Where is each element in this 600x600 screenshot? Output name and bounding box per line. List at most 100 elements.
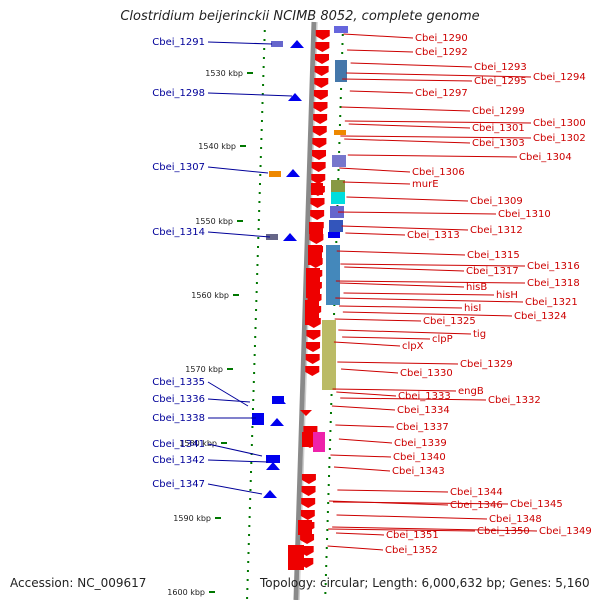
guide-dot bbox=[256, 255, 259, 257]
guide-dot bbox=[246, 588, 249, 590]
right-gene-label: murE bbox=[412, 179, 439, 190]
reverse-gene-arrow bbox=[313, 114, 328, 124]
right-gene-label: Cbei_1313 bbox=[407, 230, 460, 241]
feature-block bbox=[331, 180, 345, 192]
right-gene-label: Cbei_1293 bbox=[474, 62, 527, 73]
reverse-gene-arrow bbox=[312, 138, 327, 148]
right-label-connector bbox=[341, 225, 469, 231]
right-label-connector bbox=[335, 297, 524, 303]
left-gene-label: Cbei_1341 bbox=[152, 439, 205, 450]
left-label-connector bbox=[207, 41, 273, 45]
guide-dot bbox=[246, 570, 249, 572]
reverse-gene-arrow bbox=[306, 330, 321, 340]
guide-dot bbox=[258, 192, 261, 194]
forward-gene-block bbox=[266, 455, 280, 463]
guide-dot bbox=[325, 547, 328, 549]
guide-dot bbox=[252, 381, 255, 383]
reverse-gene-block bbox=[305, 300, 319, 325]
guide-dot bbox=[252, 390, 255, 392]
reverse-gene-arrow bbox=[315, 42, 330, 52]
reverse-gene-arrow bbox=[311, 162, 326, 172]
guide-dot bbox=[247, 543, 250, 545]
feature-block bbox=[328, 232, 340, 238]
reverse-gene-arrow bbox=[311, 174, 326, 184]
forward-gene-arrow bbox=[290, 40, 304, 48]
reverse-gene-block bbox=[309, 222, 323, 234]
guide-dot bbox=[253, 363, 256, 365]
right-gene-label: Cbei_1309 bbox=[470, 196, 523, 207]
right-gene-label: Cbei_1303 bbox=[472, 138, 525, 149]
right-label-connector bbox=[344, 120, 532, 124]
guide-dot bbox=[263, 39, 266, 41]
reverse-gene-arrow bbox=[315, 54, 330, 64]
right-label-connector bbox=[335, 280, 526, 284]
right-label-connector bbox=[342, 78, 473, 82]
left-gene-label: Cbei_1314 bbox=[152, 227, 205, 238]
right-label-connector bbox=[332, 388, 457, 392]
right-gene-label: Cbei_1332 bbox=[488, 395, 541, 406]
right-label-connector bbox=[339, 305, 463, 309]
guide-dot bbox=[247, 561, 250, 563]
guide-dot bbox=[324, 583, 327, 585]
feature-block bbox=[313, 432, 325, 452]
left-label-connector bbox=[207, 483, 263, 495]
guide-dot bbox=[339, 115, 342, 117]
guide-dot bbox=[338, 124, 341, 126]
guide-dot bbox=[330, 394, 333, 396]
right-gene-label: Cbei_1339 bbox=[394, 438, 447, 449]
left-gene-label: Cbei_1342 bbox=[152, 455, 205, 466]
right-gene-label: Cbei_1330 bbox=[400, 368, 453, 379]
right-label-connector bbox=[330, 454, 392, 458]
right-label-connector bbox=[346, 196, 469, 202]
guide-dot bbox=[257, 237, 260, 239]
feature-block bbox=[330, 206, 344, 218]
guide-dot bbox=[246, 597, 249, 599]
forward-gene-block bbox=[266, 234, 278, 240]
right-label-connector bbox=[339, 167, 411, 173]
guide-dot bbox=[258, 183, 261, 185]
left-label-connector bbox=[207, 459, 269, 463]
guide-dot bbox=[330, 403, 333, 405]
right-gene-label: Cbei_1340 bbox=[393, 452, 446, 463]
right-gene-label: Cbei_1302 bbox=[533, 133, 586, 144]
guide-dot bbox=[263, 48, 266, 50]
left-gene-label: Cbei_1335 bbox=[152, 377, 205, 388]
left-gene-label: Cbei_1307 bbox=[152, 162, 205, 173]
guide-dot bbox=[248, 534, 251, 536]
guide-dot bbox=[255, 309, 258, 311]
right-gene-label: engB bbox=[458, 386, 484, 397]
right-gene-label: Cbei_1312 bbox=[470, 225, 523, 236]
guide-dot bbox=[337, 178, 340, 180]
left-label-connector bbox=[207, 92, 293, 97]
guide-dot bbox=[258, 210, 261, 212]
right-label-connector bbox=[337, 489, 449, 493]
guide-dot bbox=[249, 480, 252, 482]
right-gene-label: hisH bbox=[496, 290, 518, 301]
feature-block bbox=[334, 26, 348, 33]
guide-dot bbox=[255, 291, 258, 293]
guide-dot bbox=[252, 399, 255, 401]
right-gene-label: Cbei_1310 bbox=[498, 209, 551, 220]
guide-dot bbox=[325, 556, 328, 558]
left-gene-label: Cbei_1338 bbox=[152, 413, 205, 424]
reverse-gene-arrow bbox=[310, 210, 325, 220]
guide-dot bbox=[259, 156, 262, 158]
right-gene-label: Cbei_1301 bbox=[472, 123, 525, 134]
guide-dot bbox=[259, 174, 262, 176]
reverse-gene-arrow bbox=[310, 198, 325, 208]
reverse-gene-arrow bbox=[305, 366, 320, 376]
right-label-connector bbox=[340, 263, 526, 267]
reverse-gene-arrow bbox=[312, 126, 327, 136]
right-label-connector bbox=[340, 135, 532, 139]
reverse-gene-block bbox=[302, 432, 316, 447]
reverse-gene-block bbox=[306, 268, 320, 298]
guide-dot bbox=[339, 97, 342, 99]
right-gene-label: Cbei_1351 bbox=[386, 530, 439, 541]
right-gene-label: clpX bbox=[402, 341, 424, 352]
right-label-connector bbox=[349, 90, 414, 94]
guide-dot bbox=[324, 574, 327, 576]
right-gene-label: Cbei_1290 bbox=[415, 33, 468, 44]
feature-block bbox=[335, 60, 347, 82]
guide-dot bbox=[262, 57, 265, 59]
